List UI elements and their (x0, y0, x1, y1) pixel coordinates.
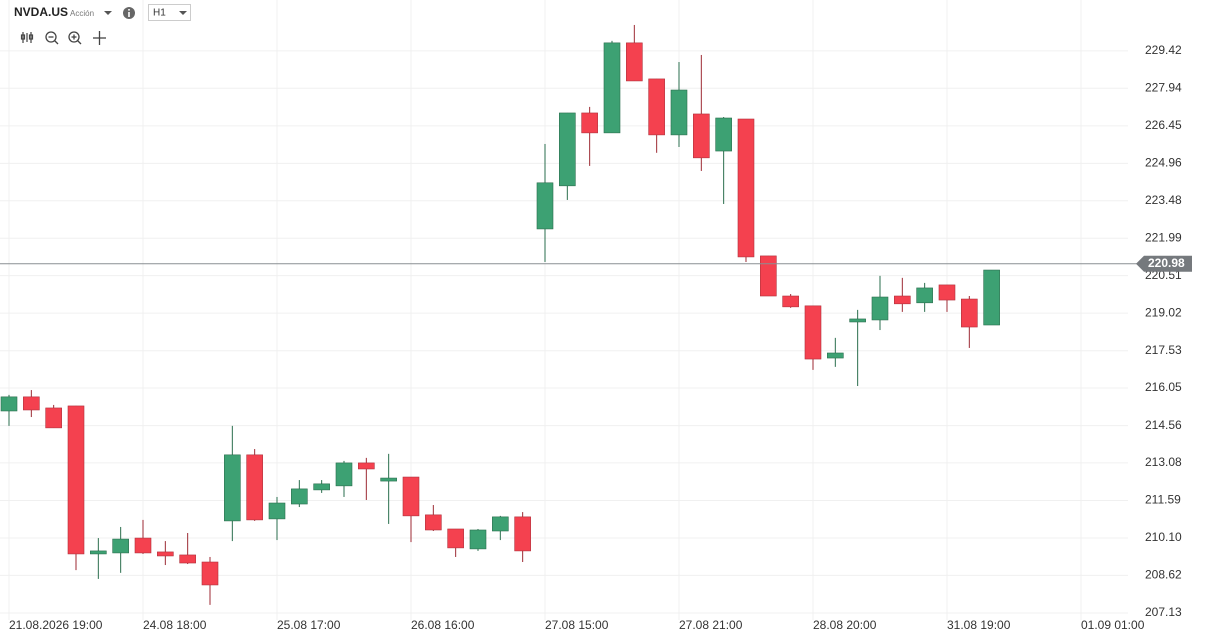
candle-body (961, 298, 978, 328)
y-tick-label: 221.99 (1145, 230, 1182, 244)
y-tick-label: 229.42 (1145, 43, 1182, 57)
toolbar: NVDA.US Acción H1 (14, 4, 191, 45)
x-tick-label: 25.08 17:00 (277, 618, 341, 632)
candle-body (827, 352, 844, 359)
candle-body (90, 550, 107, 555)
candle-body (737, 118, 755, 258)
info-glyph (128, 12, 130, 17)
candle-body (112, 538, 129, 554)
asset-type: Acción (70, 9, 94, 18)
candle-body (402, 476, 420, 517)
y-tick-label: 214.56 (1145, 418, 1182, 432)
y-tick-label: 227.94 (1145, 80, 1182, 94)
y-tick-label: 216.05 (1145, 380, 1182, 394)
y-tick-label: 226.45 (1145, 118, 1182, 132)
candle-body (425, 514, 442, 531)
candle-body (536, 182, 554, 230)
candle-body (179, 554, 196, 564)
candle-body (983, 269, 1000, 326)
candle-body (23, 396, 40, 411)
x-tick-label: 21.08.2026 19:00 (9, 618, 103, 632)
candle-body (715, 117, 732, 152)
zoom-in-icon[interactable] (68, 31, 82, 45)
zoom-out-icon[interactable] (45, 31, 59, 45)
y-tick-label: 210.10 (1145, 530, 1182, 544)
pan-icon[interactable] (93, 31, 106, 45)
candle-body (134, 537, 152, 554)
candle-body (581, 112, 598, 134)
x-tick-label: 26.08 16:00 (411, 618, 475, 632)
candle-body (804, 305, 822, 360)
candle-body (469, 529, 487, 550)
candle-body (670, 89, 688, 136)
candle-body (916, 287, 933, 304)
candle-body (492, 516, 509, 532)
y-tick-label: 219.02 (1145, 305, 1182, 319)
last-price-tag (1136, 255, 1192, 272)
candle-body (782, 295, 799, 308)
candle-body (157, 551, 174, 557)
candle-body (559, 112, 576, 187)
timeframe-select[interactable] (148, 4, 191, 21)
y-tick-label: 224.96 (1145, 156, 1182, 170)
y-tick-label: 208.62 (1145, 568, 1182, 582)
candle-body (938, 284, 956, 301)
x-tick-label: 01.09 01:00 (1081, 618, 1145, 632)
candle-body (894, 295, 911, 305)
candle-body (335, 462, 353, 487)
candle-body (760, 255, 777, 297)
candle-body (603, 42, 621, 134)
candle-body (268, 502, 286, 520)
candle-body (849, 318, 866, 323)
candle-body (224, 454, 241, 522)
info-glyph (128, 9, 130, 11)
candle-body (201, 561, 219, 586)
candle-body (648, 78, 665, 136)
y-tick-label: 223.48 (1145, 193, 1182, 207)
last-price-label: 220.98 (1148, 256, 1185, 270)
candle-body (67, 405, 85, 555)
y-tick-label: 217.53 (1145, 343, 1182, 357)
candle-body (514, 516, 531, 552)
candle-body (0, 396, 18, 412)
candle-body (246, 454, 263, 521)
candle-body (313, 483, 330, 491)
candle-body (358, 462, 375, 470)
x-tick-label: 28.08 20:00 (813, 618, 877, 632)
dropdown-arrow[interactable] (104, 11, 112, 15)
x-tick-label: 31.08 19:00 (947, 618, 1011, 632)
candle-body (871, 296, 889, 321)
y-tick-label: 207.13 (1145, 605, 1182, 619)
dropdown-arrow (179, 11, 187, 15)
candle-body (291, 488, 308, 505)
symbol[interactable]: NVDA.US (14, 5, 68, 19)
x-tick-label: 24.08 18:00 (143, 618, 207, 632)
x-tick-label: 27.08 21:00 (679, 618, 743, 632)
candle-body (380, 477, 397, 482)
timeframe: H1 (153, 8, 166, 19)
chart-type-icon[interactable] (20, 32, 34, 43)
y-tick-label: 211.59 (1145, 493, 1181, 507)
x-tick-label: 27.08 15:00 (545, 618, 609, 632)
candle-body (626, 42, 643, 82)
candle-body (447, 528, 464, 549)
y-tick-label: 213.08 (1145, 455, 1182, 469)
candle-body (45, 407, 62, 429)
candle-body (693, 113, 710, 159)
